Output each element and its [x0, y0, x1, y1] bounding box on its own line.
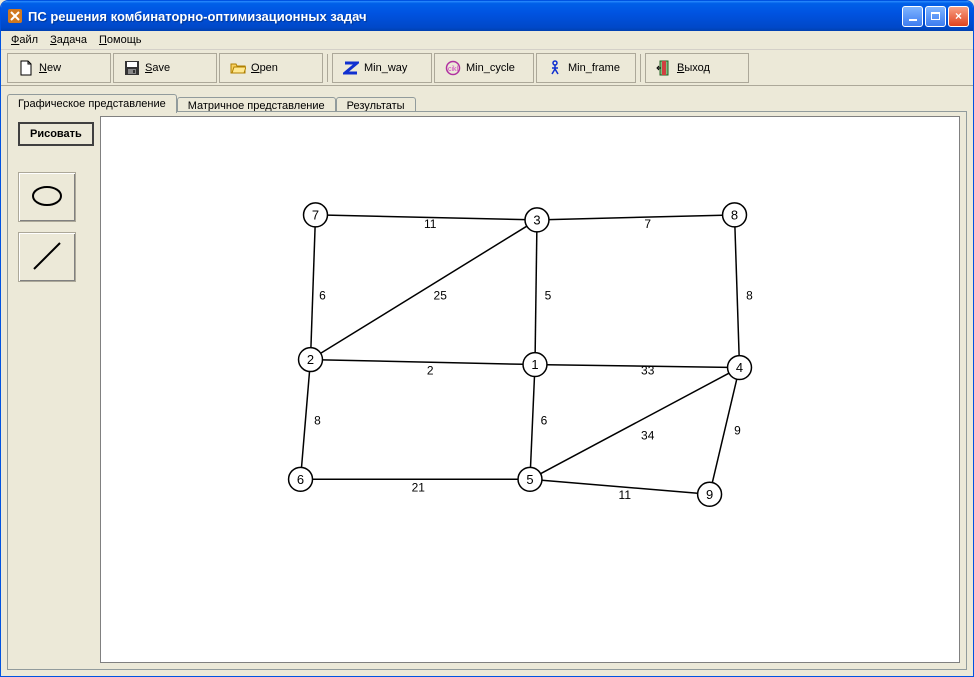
save-label: Save: [145, 62, 170, 74]
save-icon: [124, 60, 140, 76]
min_cycle-button[interactable]: cikl Min_cycle: [434, 53, 534, 83]
min_way-button[interactable]: Min_way: [332, 53, 432, 83]
edge-4-9[interactable]: [712, 379, 736, 482]
exit-button[interactable]: Выход: [645, 53, 749, 83]
window-controls: ×: [902, 6, 969, 27]
exit-icon: [656, 60, 672, 76]
min_frame-label: Min_frame: [568, 62, 620, 74]
menubar: ФайлЗадачаПомощь: [1, 31, 973, 50]
edge-weight-3-8: 7: [644, 217, 651, 231]
node-label-6: 6: [297, 472, 304, 487]
ellipse-tool[interactable]: [18, 172, 76, 222]
node-label-9: 9: [706, 487, 713, 502]
edge-weight-2-6: 8: [314, 413, 321, 427]
tab-graphic[interactable]: Графическое представление: [7, 94, 177, 113]
min_frame-button[interactable]: Min_frame: [536, 53, 636, 83]
toolbar-separator: [640, 54, 641, 82]
edge-3-8[interactable]: [549, 215, 723, 219]
menu-задача[interactable]: Задача: [44, 32, 93, 48]
svg-text:cikl: cikl: [448, 66, 459, 73]
edge-weight-4-9: 9: [734, 423, 741, 437]
edge-weight-1-4: 33: [641, 364, 655, 378]
save-button[interactable]: Save: [113, 53, 217, 83]
graph-canvas[interactable]: 11762558233863492111123456789: [100, 116, 960, 663]
frame-icon: [547, 60, 563, 76]
draw-button[interactable]: Рисовать: [18, 122, 94, 146]
minimize-button[interactable]: [902, 6, 923, 27]
file-new-icon: [18, 60, 34, 76]
node-label-2: 2: [307, 352, 314, 367]
close-button[interactable]: ×: [948, 6, 969, 27]
menu-помощь[interactable]: Помощь: [93, 32, 148, 48]
node-label-7: 7: [312, 207, 319, 222]
edge-7-2[interactable]: [311, 227, 315, 348]
app-icon: [7, 8, 23, 24]
open-label: Open: [251, 62, 278, 74]
min_way-label: Min_way: [364, 62, 407, 74]
cikl-icon: cikl: [445, 60, 461, 76]
exit-label: Выход: [677, 62, 710, 74]
new-button[interactable]: New: [7, 53, 111, 83]
new-label: New: [39, 62, 61, 74]
edge-weight-3-1: 5: [545, 289, 552, 303]
edge-weight-5-9: 11: [619, 488, 632, 502]
graph-svg: 11762558233863492111123456789: [101, 117, 959, 662]
maximize-button[interactable]: [925, 6, 946, 27]
tool-panel: [18, 172, 76, 282]
min_cycle-label: Min_cycle: [466, 62, 515, 74]
tab-strip: Графическое представлениеМатричное предс…: [1, 86, 973, 112]
edge-weight-7-2: 6: [319, 289, 326, 303]
edge-1-5[interactable]: [531, 377, 535, 468]
edge-2-6[interactable]: [302, 372, 310, 468]
window-title: ПС решения комбинаторно-оптимизационных …: [28, 9, 902, 24]
ellipse-tool-icon: [30, 185, 64, 210]
edge-weight-1-5: 6: [541, 413, 548, 427]
edge-weight-8-4: 8: [746, 289, 753, 303]
titlebar[interactable]: ПС решения комбинаторно-оптимизационных …: [1, 1, 973, 31]
open-button[interactable]: Open: [219, 53, 323, 83]
folder-open-icon: [230, 60, 246, 76]
edge-weight-7-3: 11: [424, 217, 437, 231]
node-label-4: 4: [736, 360, 743, 375]
z-icon: [343, 60, 359, 76]
node-label-3: 3: [533, 212, 540, 227]
toolbar-separator: [327, 54, 328, 82]
toolbar: New Save Open Min_way cikl Min_cycle Min_frame…: [1, 50, 973, 86]
edge-2-3[interactable]: [321, 226, 527, 353]
edge-2-1[interactable]: [322, 360, 523, 364]
edge-3-1[interactable]: [535, 232, 537, 353]
edge-weight-2-1: 2: [427, 364, 434, 378]
line-tool[interactable]: [18, 232, 76, 282]
line-tool-icon: [30, 239, 64, 276]
node-label-8: 8: [731, 207, 738, 222]
edge-8-4[interactable]: [735, 227, 739, 356]
tab-content: Рисовать 11762558233863492111123456789: [7, 112, 967, 670]
edge-weight-4-5: 34: [641, 428, 655, 442]
edge-4-5[interactable]: [541, 373, 729, 473]
node-label-1: 1: [531, 357, 538, 372]
node-label-5: 5: [526, 472, 533, 487]
edge-weight-2-3: 25: [434, 289, 448, 303]
menu-файл[interactable]: Файл: [5, 32, 44, 48]
app-window: ПС решения комбинаторно-оптимизационных …: [0, 0, 974, 677]
edge-weight-6-5: 21: [412, 480, 426, 494]
edge-1-4[interactable]: [547, 365, 728, 368]
